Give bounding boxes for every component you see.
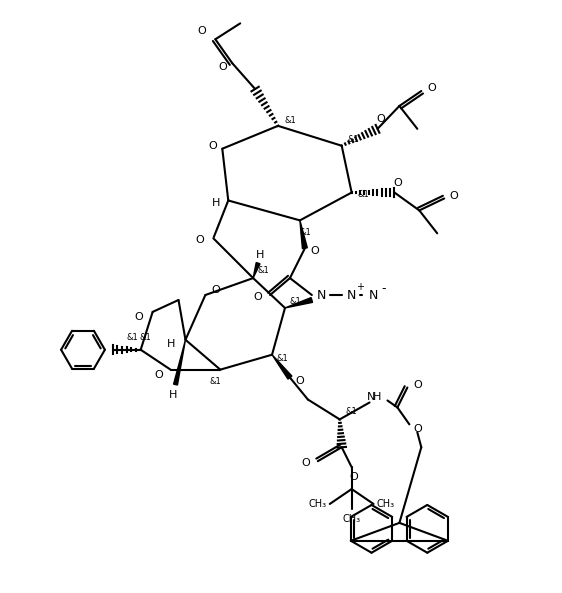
Text: O: O <box>349 472 358 482</box>
Text: &1: &1 <box>358 190 369 199</box>
Text: O: O <box>197 26 206 36</box>
Text: O: O <box>413 425 422 434</box>
Text: O: O <box>211 285 220 295</box>
Text: CH₃: CH₃ <box>377 499 395 509</box>
Text: O: O <box>296 375 304 385</box>
Text: -: - <box>381 282 386 295</box>
Text: O: O <box>413 380 422 390</box>
Text: &1: &1 <box>276 354 288 363</box>
Text: H: H <box>169 390 178 400</box>
Polygon shape <box>253 263 260 278</box>
Text: O: O <box>253 292 262 302</box>
Text: CH₃: CH₃ <box>343 514 361 524</box>
Text: +: + <box>356 282 364 292</box>
Text: O: O <box>301 458 310 468</box>
Text: O: O <box>195 235 204 246</box>
Text: &1: &1 <box>140 333 152 342</box>
Polygon shape <box>272 355 292 379</box>
Text: &1: &1 <box>289 298 301 307</box>
Text: O: O <box>393 177 402 187</box>
Text: H: H <box>167 339 176 349</box>
Text: O: O <box>376 114 385 124</box>
Text: N: N <box>368 393 376 403</box>
Text: O: O <box>218 62 226 72</box>
Text: &1: &1 <box>348 135 360 144</box>
Text: H: H <box>212 199 220 209</box>
Text: O: O <box>134 312 143 322</box>
Text: &1: &1 <box>284 116 296 125</box>
Text: &1: &1 <box>257 266 269 275</box>
Text: N: N <box>369 289 378 301</box>
Text: N: N <box>317 289 327 301</box>
Text: H: H <box>373 393 382 403</box>
Text: &1: &1 <box>127 333 139 342</box>
Polygon shape <box>174 340 185 385</box>
Text: O: O <box>154 369 163 380</box>
Polygon shape <box>300 221 307 248</box>
Text: O: O <box>450 190 459 200</box>
Polygon shape <box>285 298 312 308</box>
Text: N: N <box>347 289 356 301</box>
Text: O: O <box>427 83 436 93</box>
Text: &1: &1 <box>346 407 357 416</box>
Text: &1: &1 <box>210 377 221 386</box>
Text: O: O <box>310 246 319 256</box>
Text: O: O <box>208 141 217 151</box>
Text: &1: &1 <box>299 228 311 237</box>
Text: CH₃: CH₃ <box>309 499 327 509</box>
Text: H: H <box>256 250 264 260</box>
